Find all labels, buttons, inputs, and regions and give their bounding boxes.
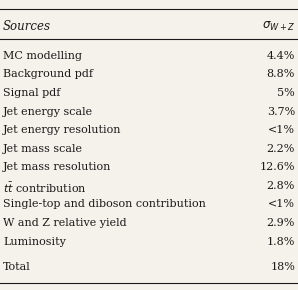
Text: Jet mass resolution: Jet mass resolution <box>3 162 111 172</box>
Text: Sources: Sources <box>3 20 51 33</box>
Text: Luminosity: Luminosity <box>3 237 66 246</box>
Text: Single-top and diboson contribution: Single-top and diboson contribution <box>3 200 206 209</box>
Text: Total: Total <box>3 262 31 272</box>
Text: 2.2%: 2.2% <box>267 144 295 154</box>
Text: Background pdf: Background pdf <box>3 69 93 79</box>
Text: 1.8%: 1.8% <box>267 237 295 246</box>
Text: Jet mass scale: Jet mass scale <box>3 144 83 154</box>
Text: <1%: <1% <box>268 125 295 135</box>
Text: <1%: <1% <box>268 200 295 209</box>
Text: Jet energy resolution: Jet energy resolution <box>3 125 122 135</box>
Text: Signal pdf: Signal pdf <box>3 88 60 98</box>
Text: 12.6%: 12.6% <box>260 162 295 172</box>
Text: 18%: 18% <box>270 262 295 272</box>
Text: 8.8%: 8.8% <box>267 69 295 79</box>
Text: W and Z relative yield: W and Z relative yield <box>3 218 127 228</box>
Text: Jet energy scale: Jet energy scale <box>3 106 93 117</box>
Text: 4.4%: 4.4% <box>267 51 295 61</box>
Text: 2.8%: 2.8% <box>267 181 295 191</box>
Text: 5%: 5% <box>277 88 295 98</box>
Text: 2.9%: 2.9% <box>267 218 295 228</box>
Text: $t\bar{t}$ contribution: $t\bar{t}$ contribution <box>3 181 87 195</box>
Text: $\sigma_{W+Z}$: $\sigma_{W+Z}$ <box>262 20 295 33</box>
Text: 3.7%: 3.7% <box>267 106 295 117</box>
Text: MC modelling: MC modelling <box>3 51 82 61</box>
